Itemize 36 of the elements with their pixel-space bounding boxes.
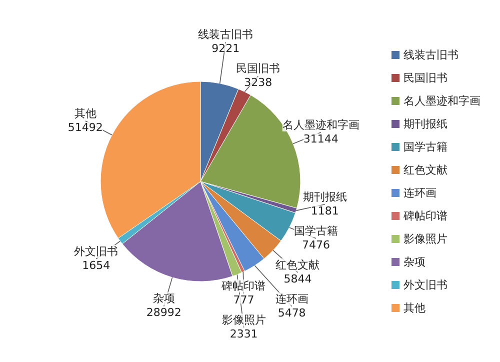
legend-label: 名人墨迹和字画: [404, 94, 480, 108]
data-label: 9221: [212, 42, 240, 56]
slice-label: 国学古籍: [294, 224, 338, 238]
data-label: 777: [233, 293, 254, 306]
legend-label: 国学古籍: [404, 140, 448, 154]
legend-label: 连环画: [404, 186, 436, 200]
slice-label: 碑帖印谱: [220, 279, 266, 292]
data-label: 5844: [284, 272, 312, 286]
legend-label: 影像照片: [404, 232, 448, 246]
legend-label: 民国旧书: [404, 72, 448, 84]
data-label: 1654: [82, 258, 110, 272]
data-label: 31144: [303, 132, 338, 146]
data-label: 1181: [310, 204, 339, 218]
data-label: 51492: [68, 121, 103, 134]
slice-label: 连环画: [275, 292, 308, 306]
slice-label: 名人墨迹和字画: [282, 118, 360, 132]
slice-label: 杂项: [152, 292, 175, 306]
legend-label: 碑帖印谱: [402, 210, 448, 222]
slice-label: 影像照片: [222, 313, 266, 326]
legend-label: 期刊报纸: [404, 118, 448, 130]
legend-label: 外文旧书: [404, 278, 448, 292]
legend-label: 红色文献: [404, 164, 448, 176]
slice-label: 外文旧书: [74, 244, 118, 258]
legend-label: 其他: [404, 302, 426, 314]
legend-label: 杂项: [404, 256, 426, 268]
data-label: 5478: [278, 306, 306, 320]
slice-label: 民国旧书: [236, 62, 280, 76]
slice-label: 其他: [74, 107, 96, 120]
data-label: 28992: [146, 306, 182, 320]
slice-label: 期刊报纸: [302, 190, 347, 204]
slice-label: 红色文献: [276, 258, 320, 272]
data-label: 7476: [302, 238, 330, 252]
legend-label: 线装古旧书: [404, 48, 458, 62]
slice-label: 线装古旧书: [198, 28, 254, 42]
data-label: 3238: [244, 76, 272, 90]
data-label: 2331: [230, 327, 258, 340]
